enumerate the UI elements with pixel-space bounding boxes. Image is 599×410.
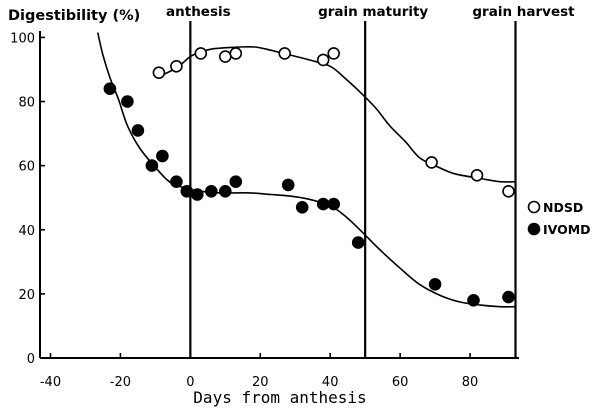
y-tick-label: 100 <box>10 31 35 46</box>
ivomd-point <box>156 149 169 163</box>
x-tick-label: 20 <box>252 375 269 390</box>
ivomd-point <box>145 159 159 172</box>
ndsd-point <box>278 47 292 60</box>
ndsd-point <box>470 169 484 182</box>
x-axis-title: Days from anthesis <box>193 388 366 407</box>
y-tick-label: 20 <box>18 288 35 303</box>
legend-ndsd-marker <box>527 200 541 214</box>
x-tick-label: 60 <box>392 375 409 390</box>
ndsd-point <box>229 47 243 60</box>
ivomd-point <box>205 185 218 198</box>
x-tick-label: -40 <box>40 375 61 390</box>
fit-curves <box>96 32 516 308</box>
axes: -40 -20 0 20 40 60 80 0 20 40 60 80 100 <box>10 31 519 390</box>
ivomd-point <box>229 175 243 188</box>
ivomd-point <box>170 175 183 188</box>
ndsd-fit-curve <box>156 45 516 183</box>
legend-entry-ndsd: NDSD <box>527 200 583 215</box>
ivomd-point <box>281 178 295 192</box>
ivomd-point <box>327 197 341 211</box>
legend-ivomd-label: IVOMD <box>543 222 591 237</box>
reference-lines: anthesis grain maturity grain harvest <box>166 4 575 358</box>
legend-ndsd-label: NDSD <box>543 200 583 215</box>
ivomd-fit-curve <box>96 32 516 308</box>
ivomd-point <box>351 236 365 249</box>
ndsd-point <box>327 47 341 60</box>
ivomd-point <box>121 95 134 108</box>
ndsd-point <box>219 50 232 63</box>
x-tick-label: 80 <box>462 375 479 390</box>
y-tick-label: 80 <box>18 96 35 111</box>
ndsd-point <box>152 66 166 79</box>
legend-entry-ivomd: IVOMD <box>527 222 591 237</box>
y-tick-label: 60 <box>18 160 35 175</box>
ndsd-point <box>502 185 515 198</box>
ndsd-point <box>316 53 330 67</box>
data-points <box>103 47 515 307</box>
ivomd-point <box>502 290 515 304</box>
y-tick-label: 0 <box>27 352 35 367</box>
ivomd-point <box>191 188 204 201</box>
ivomd-point <box>131 124 145 137</box>
ivomd-point <box>467 293 480 307</box>
legend: NDSD IVOMD <box>527 200 591 237</box>
ndsd-point <box>170 60 183 73</box>
ivomd-point <box>219 185 232 198</box>
x-tick-label: 0 <box>186 375 194 390</box>
ivomd-point <box>295 201 309 214</box>
y-axis-title: Digestibility (%) <box>8 8 140 24</box>
x-tick-label: 40 <box>322 375 339 390</box>
ivomd-point <box>180 185 194 198</box>
x-tick-label: -20 <box>110 375 131 390</box>
ivomd-point <box>428 277 442 291</box>
ivomd-point <box>103 82 117 95</box>
grain-harvest-label: grain harvest <box>472 4 575 20</box>
y-tick-label: 40 <box>18 224 35 239</box>
anthesis-label: anthesis <box>166 4 231 20</box>
grain-maturity-label: grain maturity <box>318 4 428 20</box>
legend-ivomd-marker <box>527 222 541 236</box>
ivomd-point <box>316 197 330 211</box>
ndsd-point <box>194 47 208 60</box>
ndsd-point <box>425 156 438 169</box>
